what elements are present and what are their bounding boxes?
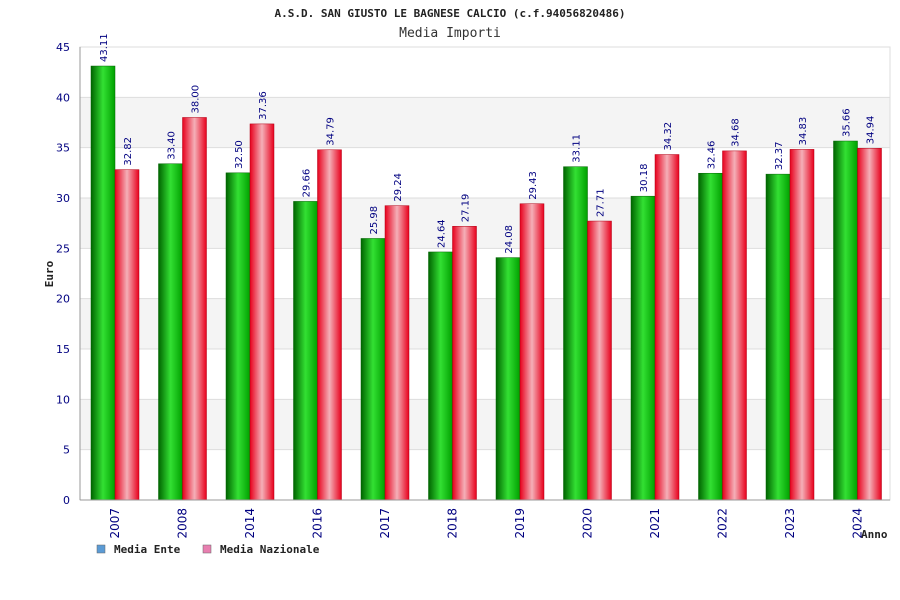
plot-background [79,46,891,501]
value-label: 25.98 [369,206,380,235]
x-axis-label: Anno [861,528,888,541]
y-tick-label: 25 [56,242,70,255]
bar-media-ente-2007 [90,65,116,501]
value-labels: 43.11 32.82 33.40 38.00 32.50 37.36 29.66 34.79… [99,33,877,253]
x-tick-label: 2019 [513,508,527,539]
bar-media-nazionale-2014 [249,123,275,501]
y-tick-label: 0 [63,494,70,507]
plot-band [80,349,890,400]
value-label: 33.40 [167,131,178,160]
value-label: 29.66 [302,169,313,198]
y-tick-label: 15 [56,343,70,356]
bar-media-ente-2022 [698,172,723,501]
plot-band [80,298,890,349]
x-tick-label: 2008 [176,508,190,539]
value-label: 32.50 [234,140,245,169]
legend-swatch-media-nazionale [202,544,212,554]
value-label: 29.43 [528,171,539,200]
bar-media-ente-2018 [428,251,453,501]
value-label: 24.64 [437,219,448,248]
value-label: 43.11 [99,33,110,62]
bar-media-nazionale-2024 [857,148,882,501]
y-tick-label: 5 [63,444,70,457]
value-label: 33.11 [572,134,583,163]
bar-media-nazionale-2023 [789,149,815,501]
x-tick-label: 2016 [311,508,325,539]
plot-band [80,198,890,249]
bar-media-nazionale-2022 [722,150,747,501]
x-axis-ticks: 2007 2008 2014 2016 2017 2018 2019 2020 2021 2022… [108,508,865,539]
bar-media-ente-2024 [833,140,858,501]
x-tick-label: 2022 [716,508,730,539]
plot-band [80,147,890,198]
bar-media-nazionale-2019 [519,203,545,501]
bar-media-nazionale-2018 [452,226,477,501]
x-tick-label: 2021 [648,508,662,539]
bar-media-ente-2020 [563,166,588,501]
value-label: 30.18 [639,164,650,193]
value-label: 29.24 [393,173,404,202]
y-tick-label: 30 [56,192,70,205]
bar-media-ente-2023 [765,173,791,501]
x-tick-label: 2014 [243,508,257,539]
bar-media-nazionale-2008 [182,117,207,501]
value-label: 38.00 [191,85,202,114]
x-tick-label: 2018 [446,508,460,539]
y-tick-label: 10 [56,393,70,406]
value-label: 27.19 [461,194,472,223]
bar-media-ente-2017 [360,238,386,501]
x-tick-label: 2017 [378,508,392,539]
bar-media-ente-2019 [495,257,521,501]
y-tick-label: 45 [56,41,70,54]
x-tick-label: 2024 [851,508,865,539]
bar-media-nazionale-2021 [654,154,680,501]
plot-band [80,47,890,98]
bar-media-ente-2008 [158,163,183,501]
legend-swatch-media-ente [96,544,106,554]
bar-media-nazionale-2017 [384,205,410,501]
value-label: 34.32 [663,122,674,151]
legend: Media Ente Media Nazionale [96,543,320,556]
value-label: 34.68 [731,118,742,147]
y-axis-ticks: 0 5 10 15 20 25 30 35 40 45 [56,41,70,507]
plot-band [80,97,890,148]
y-tick-label: 35 [56,142,70,155]
x-tick-label: 2007 [108,508,122,539]
bar-media-ente-2014 [225,172,251,501]
value-label: 32.46 [707,141,718,170]
bar-media-ente-2016 [293,201,318,501]
plot-band [80,248,890,299]
y-tick-label: 40 [56,91,70,104]
x-tick-label: 2020 [581,508,595,539]
value-label: 32.37 [774,142,785,171]
chart-subtitle: Media Importi [399,26,501,41]
legend-label-media-ente: Media Ente [114,543,181,556]
chart-title: A.S.D. SAN GIUSTO LE BAGNESE CALCIO (c.f… [275,7,626,20]
bar-media-nazionale-2016 [317,149,342,501]
value-label: 27.71 [596,188,607,217]
bar-media-nazionale-2020 [587,220,612,501]
value-label: 34.94 [866,116,877,145]
bar-media-ente-2021 [630,195,656,501]
value-label: 34.83 [798,117,809,146]
x-tick-label: 2023 [783,508,797,539]
value-label: 35.66 [842,108,853,137]
y-tick-label: 20 [56,293,70,306]
bar-media-nazionale-2007 [114,169,140,501]
value-label: 32.82 [123,137,134,166]
plot-band [80,399,890,450]
y-axis-label: Euro [43,260,56,287]
value-label: 24.08 [504,225,515,254]
plot-band [80,449,890,500]
value-label: 34.79 [326,117,337,146]
legend-label-media-nazionale: Media Nazionale [220,543,320,556]
value-label: 37.36 [258,91,269,120]
